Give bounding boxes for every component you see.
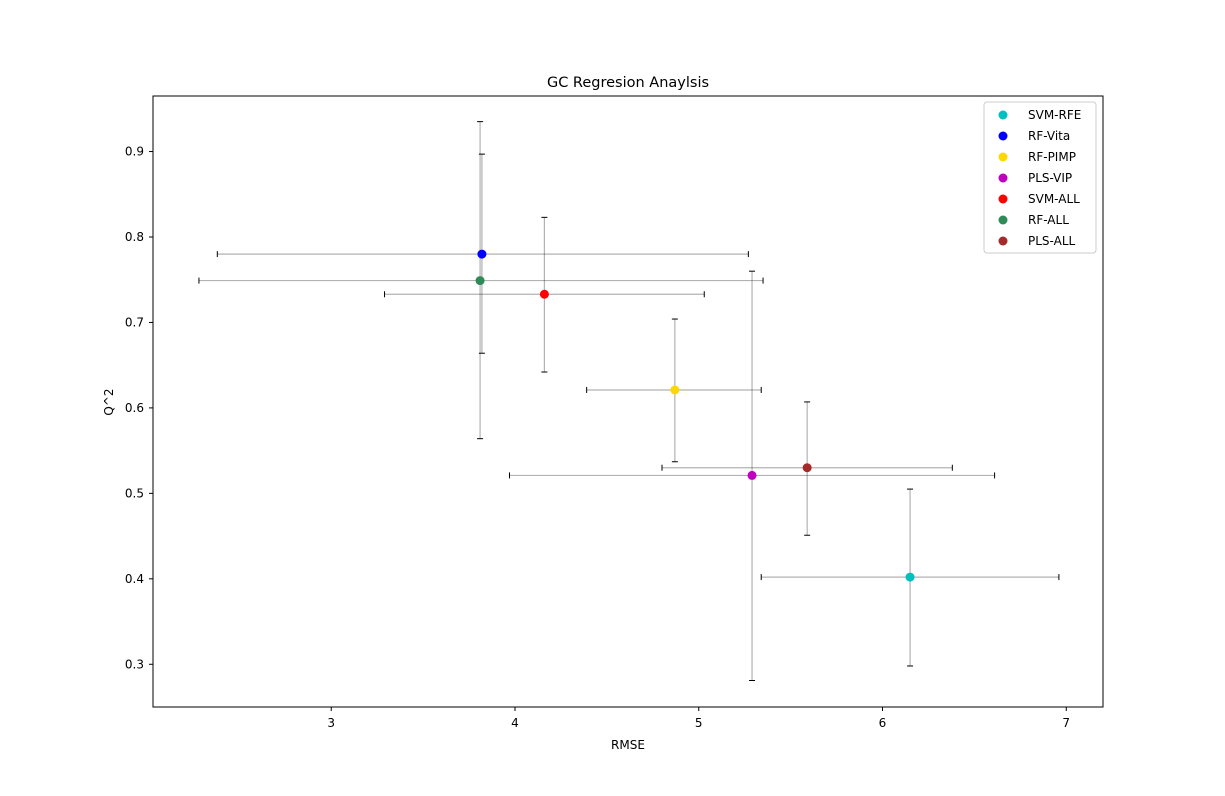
legend-frame (983, 101, 1097, 254)
y-axis-label: Q^2 (102, 388, 116, 415)
legend-marker-svm-all (998, 194, 1008, 204)
legend-marker-svm-rfe (998, 110, 1008, 120)
legend: SVM-RFE RF-Vita RF-PIMP PLS-VIP SVM-ALL RF-AL… (983, 101, 1097, 254)
x-tick-label: 7 (1062, 716, 1070, 730)
point-svm-rfe (905, 572, 915, 582)
legend-marker-rf-vita (998, 131, 1008, 141)
legend-label-svm-rfe: SVM-RFE (1028, 108, 1081, 122)
legend-label-pls-all: PLS-ALL (1028, 234, 1076, 248)
point-rf-pimp (670, 385, 680, 395)
point-rf-all (475, 276, 485, 286)
point-pls-all (802, 463, 812, 473)
legend-label-rf-vita: RF-Vita (1028, 129, 1070, 143)
y-tick-label: 0.5 (125, 486, 144, 500)
y-tick-label: 0.3 (125, 657, 144, 671)
legend-marker-rf-all (998, 215, 1008, 225)
point-svm-all (539, 289, 549, 299)
legend-marker-rf-pimp (998, 152, 1008, 162)
y-tick-label: 0.9 (125, 145, 144, 159)
legend-marker-pls-vip (998, 173, 1008, 183)
legend-marker-pls-all (998, 236, 1008, 246)
y-axis: 0.3 0.4 0.5 0.6 0.7 0.8 0.9 (125, 145, 153, 671)
legend-label-rf-pimp: RF-PIMP (1028, 150, 1076, 164)
y-tick-label: 0.6 (125, 401, 144, 415)
x-axis-label: RMSE (611, 738, 645, 752)
plot-area-frame (152, 95, 1104, 708)
legend-label-pls-vip: PLS-VIP (1028, 171, 1072, 185)
x-tick-label: 4 (511, 716, 519, 730)
x-tick-label: 5 (695, 716, 703, 730)
legend-label-rf-all: RF-ALL (1028, 213, 1069, 227)
y-tick-label: 0.4 (125, 572, 144, 586)
x-tick-label: 6 (879, 716, 887, 730)
y-tick-label: 0.8 (125, 230, 144, 244)
chart-title: GC Regresion Anaylsis (547, 75, 709, 91)
data-points (475, 249, 915, 582)
y-tick-label: 0.7 (125, 315, 144, 329)
legend-label-svm-all: SVM-ALL (1028, 192, 1080, 206)
error-bars (198, 121, 1060, 682)
x-axis: 3 4 5 6 7 (327, 707, 1070, 730)
x-tick-label: 3 (327, 716, 335, 730)
point-pls-vip (747, 470, 757, 480)
point-rf-vita (477, 249, 487, 259)
